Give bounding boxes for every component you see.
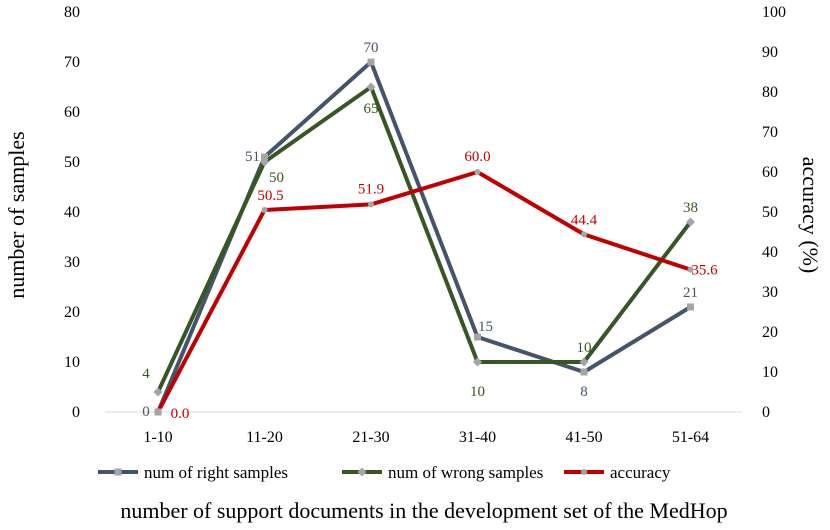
data-label: 65 (364, 101, 379, 117)
right-y-tick-label: 70 (762, 124, 778, 141)
legend-item-num-of-wrong-samples: num of wrong samples (342, 463, 543, 482)
left-y-tick-label: 40 (64, 204, 80, 221)
left-y-tick-label: 50 (64, 154, 80, 171)
left-y-tick-label: 10 (64, 354, 80, 371)
series-markers (153, 58, 695, 416)
data-label: 21 (683, 285, 698, 301)
x-tick-label: 31-40 (459, 429, 496, 446)
right-y-tick-label: 50 (762, 204, 778, 221)
num-of-right-samples-marker (687, 303, 694, 311)
right-y-tick-label: 40 (762, 244, 778, 261)
accuracy-marker (474, 169, 481, 175)
right-y-tick-label: 20 (762, 324, 778, 341)
right-y-tick-label: 80 (762, 84, 778, 101)
left-y-tick-label: 60 (64, 104, 80, 121)
right-y-tick-label: 0 (762, 404, 770, 421)
x-tick-label: 11-20 (246, 429, 283, 446)
right-y-tick-label: 90 (762, 44, 778, 61)
legend-item-accuracy: accuracy (564, 463, 671, 482)
data-label: 38 (683, 200, 698, 216)
legend-swatch-marker (357, 467, 367, 477)
accuracy-marker (687, 266, 694, 273)
left-axis-title: number of samples (4, 131, 29, 298)
data-label: 60.0 (464, 149, 490, 165)
right-axis-title: accuracy (%) (798, 157, 823, 274)
x-axis: 1-10 11-20 21-30 31-40 41-50 51-64 (143, 429, 709, 446)
data-label: 44.4 (571, 212, 598, 228)
left-y-axis: 0 10 20 30 40 50 60 70 80 (64, 4, 80, 421)
legend-swatch-marker (114, 468, 122, 476)
data-labels: 0 51 70 15 8 21 4 50 65 10 10 38 0.0 50.5 51.9 60.0 44.4… (142, 40, 718, 422)
num-of-wrong-samples-marker (366, 82, 376, 92)
series-lines (156, 60, 693, 413)
right-y-tick-label: 30 (762, 284, 778, 301)
data-label: 4 (142, 366, 150, 382)
left-y-tick-label: 70 (64, 54, 80, 71)
data-label: 51 (245, 149, 260, 165)
x-tick-label: 21-30 (352, 429, 389, 446)
num-of-right-samples-marker (367, 58, 375, 66)
left-y-tick-label: 80 (64, 4, 80, 21)
num-of-right-samples-marker (261, 153, 268, 161)
x-tick-label: 1-10 (143, 429, 172, 446)
data-label: 50.5 (257, 188, 283, 204)
num-of-wrong-samples-marker (579, 357, 589, 367)
data-label: 35.6 (691, 263, 718, 279)
data-label: 10 (470, 384, 485, 400)
accuracy-marker (155, 409, 161, 415)
legend-label: num of wrong samples (388, 463, 543, 482)
legend-swatch-marker (581, 469, 587, 475)
num-of-wrong-samples-marker (473, 357, 482, 367)
legend-item-num-of-right-samples: num of right samples (98, 463, 288, 482)
right-y-tick-label: 100 (762, 4, 786, 21)
data-label: 50 (269, 170, 284, 186)
left-y-tick-label: 30 (64, 254, 80, 271)
accuracy-line (156, 170, 692, 413)
right-y-tick-label: 60 (762, 164, 778, 181)
data-label: 51.9 (358, 181, 384, 197)
data-label: 10 (577, 340, 592, 356)
num-of-right-samples-line (156, 60, 692, 413)
legend-label: accuracy (610, 463, 671, 482)
x-axis-title: number of support documents in the devel… (120, 498, 727, 523)
left-y-tick-label: 0 (72, 404, 80, 421)
data-label: 8 (580, 384, 588, 400)
right-y-tick-label: 10 (762, 364, 778, 381)
num-of-right-samples-marker (580, 368, 588, 376)
right-y-axis: 0 10 20 30 40 50 60 70 80 90 100 (762, 4, 786, 421)
legend-label: num of right samples (144, 463, 288, 482)
num-of-wrong-samples-marker (686, 217, 695, 227)
num-of-wrong-samples-line (156, 85, 693, 393)
data-label: 15 (478, 319, 493, 335)
data-label: 0 (142, 404, 150, 420)
num-of-right-samples-marker (474, 333, 481, 341)
accuracy-marker (581, 231, 587, 238)
num-of-wrong-samples-marker (260, 157, 269, 167)
left-y-tick-label: 20 (64, 304, 80, 321)
accuracy-marker (261, 207, 268, 213)
data-label: 70 (364, 40, 379, 56)
data-label: 0.0 (171, 406, 190, 422)
legend: num of right samples num of wrong samples… (98, 463, 671, 482)
x-tick-label: 41-50 (565, 429, 602, 446)
num-of-wrong-samples-marker (153, 387, 163, 397)
accuracy-marker (368, 201, 374, 208)
x-tick-label: 51-64 (672, 429, 709, 446)
